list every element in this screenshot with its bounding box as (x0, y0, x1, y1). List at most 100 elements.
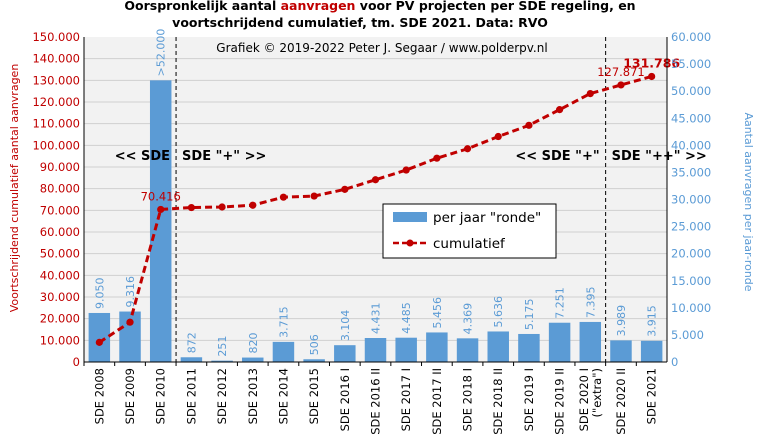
cumulative-point (494, 132, 502, 141)
cumulative-point (279, 193, 288, 201)
bar-value-label: 4.369 (462, 303, 475, 335)
category-label: SDE 2018 II (491, 368, 505, 435)
period-label: << SDE (115, 149, 170, 164)
cumulative-point (341, 185, 349, 193)
category-label: ("extra") (590, 368, 604, 418)
gridlines (84, 37, 667, 362)
cumulative-value-label: 127.871 (597, 65, 645, 79)
axes: 0 10.000 20.000 30.000 40.000 50.000 60.000 70.… (32, 30, 711, 435)
category-label: SDE 2018 I (461, 368, 475, 431)
bar-value-label: 3.989 (615, 305, 628, 337)
bar-value-label: 3.104 (339, 310, 352, 342)
bar (395, 337, 417, 362)
cumulative-point (310, 192, 318, 200)
left-tick-label: 80.000 (40, 182, 80, 196)
left-tick-label: 130.000 (32, 73, 80, 87)
cumulative-point (556, 106, 564, 114)
category-label: SDE 2019 I (522, 368, 536, 431)
right-tick-label: 10.000 (671, 301, 711, 315)
bar-value-label: 820 (247, 333, 260, 354)
period-label: << SDE "+" (515, 149, 599, 164)
cumulative-point (218, 203, 226, 211)
right-tick-label: 5.000 (671, 328, 704, 342)
bar (456, 338, 479, 362)
category-label: SDE 2021 (645, 368, 659, 424)
category-label: SDE 2019 II (553, 368, 567, 435)
category-label: SDE 2017 I (399, 368, 413, 431)
bar (119, 311, 141, 362)
bar (426, 332, 448, 362)
right-tick-label: 30.000 (671, 193, 711, 207)
bar (548, 322, 571, 362)
cumulative-value-label: 131.786 (623, 55, 680, 70)
category-label: SDE 2020 II (614, 368, 628, 435)
bar-value-label: 4.485 (400, 302, 413, 334)
cumulative-point (402, 166, 410, 174)
cumulative-point (126, 318, 134, 326)
bar-value-label: 3.715 (277, 306, 290, 338)
cumulative-point (525, 121, 533, 129)
plot-area (84, 37, 667, 362)
chart-title-line1: Oorspronkelijk aantal aanvragen voor PV … (124, 0, 635, 13)
bar-value-label: 506 (308, 334, 321, 355)
category-label: SDE 2011 (184, 368, 198, 424)
bar (487, 331, 509, 362)
bar (610, 340, 632, 362)
category-label: SDE 2016 I (338, 368, 352, 431)
bar-value-label: 872 (185, 332, 198, 353)
bar-value-label: 5.456 (431, 297, 444, 329)
left-tick-label: 40.000 (40, 268, 80, 282)
bar-value-label: 7.395 (584, 286, 597, 318)
left-tick-label: 150.000 (32, 30, 80, 44)
right-tick-label: 40.000 (671, 138, 711, 152)
right-tick-label: 50.000 (671, 84, 711, 98)
legend-bar-label: per jaar "ronde" (433, 210, 541, 226)
left-tick-label: 30.000 (40, 290, 80, 304)
left-tick-label: 100.000 (32, 138, 80, 152)
bar (272, 341, 295, 362)
period-label: SDE "++" >> (612, 149, 707, 164)
category-label: SDE 2010 (154, 368, 168, 424)
left-tick-label: 0 (73, 355, 80, 369)
bar-value-label: 3.915 (646, 305, 659, 337)
bar-series (88, 80, 663, 362)
cumulative-point (433, 154, 441, 162)
bar (211, 360, 233, 362)
bar-value-label: 251 (216, 336, 229, 357)
cumulative-point (95, 338, 103, 346)
cumulative-value-label: 70.416 (141, 189, 181, 203)
legend-line-marker (406, 239, 414, 247)
chart-title-line2: voortschrijdend cumulatief, tm. SDE 2021… (172, 15, 548, 30)
bar (518, 333, 540, 362)
period-boundaries (175, 37, 607, 362)
right-tick-label: 35.000 (671, 165, 711, 179)
category-label: SDE 2009 (123, 368, 137, 424)
bar-value-label: 9.316 (124, 276, 137, 308)
bar-value-label: 5.636 (492, 296, 505, 328)
bar (88, 312, 111, 362)
left-tick-label: 60.000 (40, 225, 80, 239)
bar-value-label: 4.431 (370, 302, 383, 334)
cumulative-point (249, 201, 257, 209)
left-tick-label: 50.000 (40, 247, 80, 261)
bar (334, 345, 356, 362)
left-tick-label: 20.000 (40, 312, 80, 326)
left-tick-label: 120.000 (32, 95, 80, 109)
category-label: SDE 2015 (307, 368, 321, 424)
legend-line-label: cumulatief (433, 236, 506, 252)
right-tick-label: 15.000 (671, 274, 711, 288)
bar (364, 337, 387, 362)
category-label: SDE 2017 II (430, 368, 444, 435)
right-tick-label: 60.000 (671, 30, 711, 44)
bar (149, 80, 172, 362)
cumulative-point (463, 145, 472, 153)
cumulative-point (586, 89, 594, 98)
left-tick-label: 90.000 (40, 160, 80, 174)
cumulative-point (157, 205, 165, 214)
chart-credit: Grafiek © 2019-2022 Peter J. Segaar / ww… (216, 41, 547, 55)
left-tick-label: 140.000 (32, 52, 80, 66)
y-axis-right-label: Aantal aanvragen per jaar-ronde (742, 112, 755, 291)
bar-value-label: 7.251 (554, 287, 567, 319)
bar-value-label: 5.175 (523, 298, 536, 330)
category-label: SDE 2014 (276, 368, 290, 424)
